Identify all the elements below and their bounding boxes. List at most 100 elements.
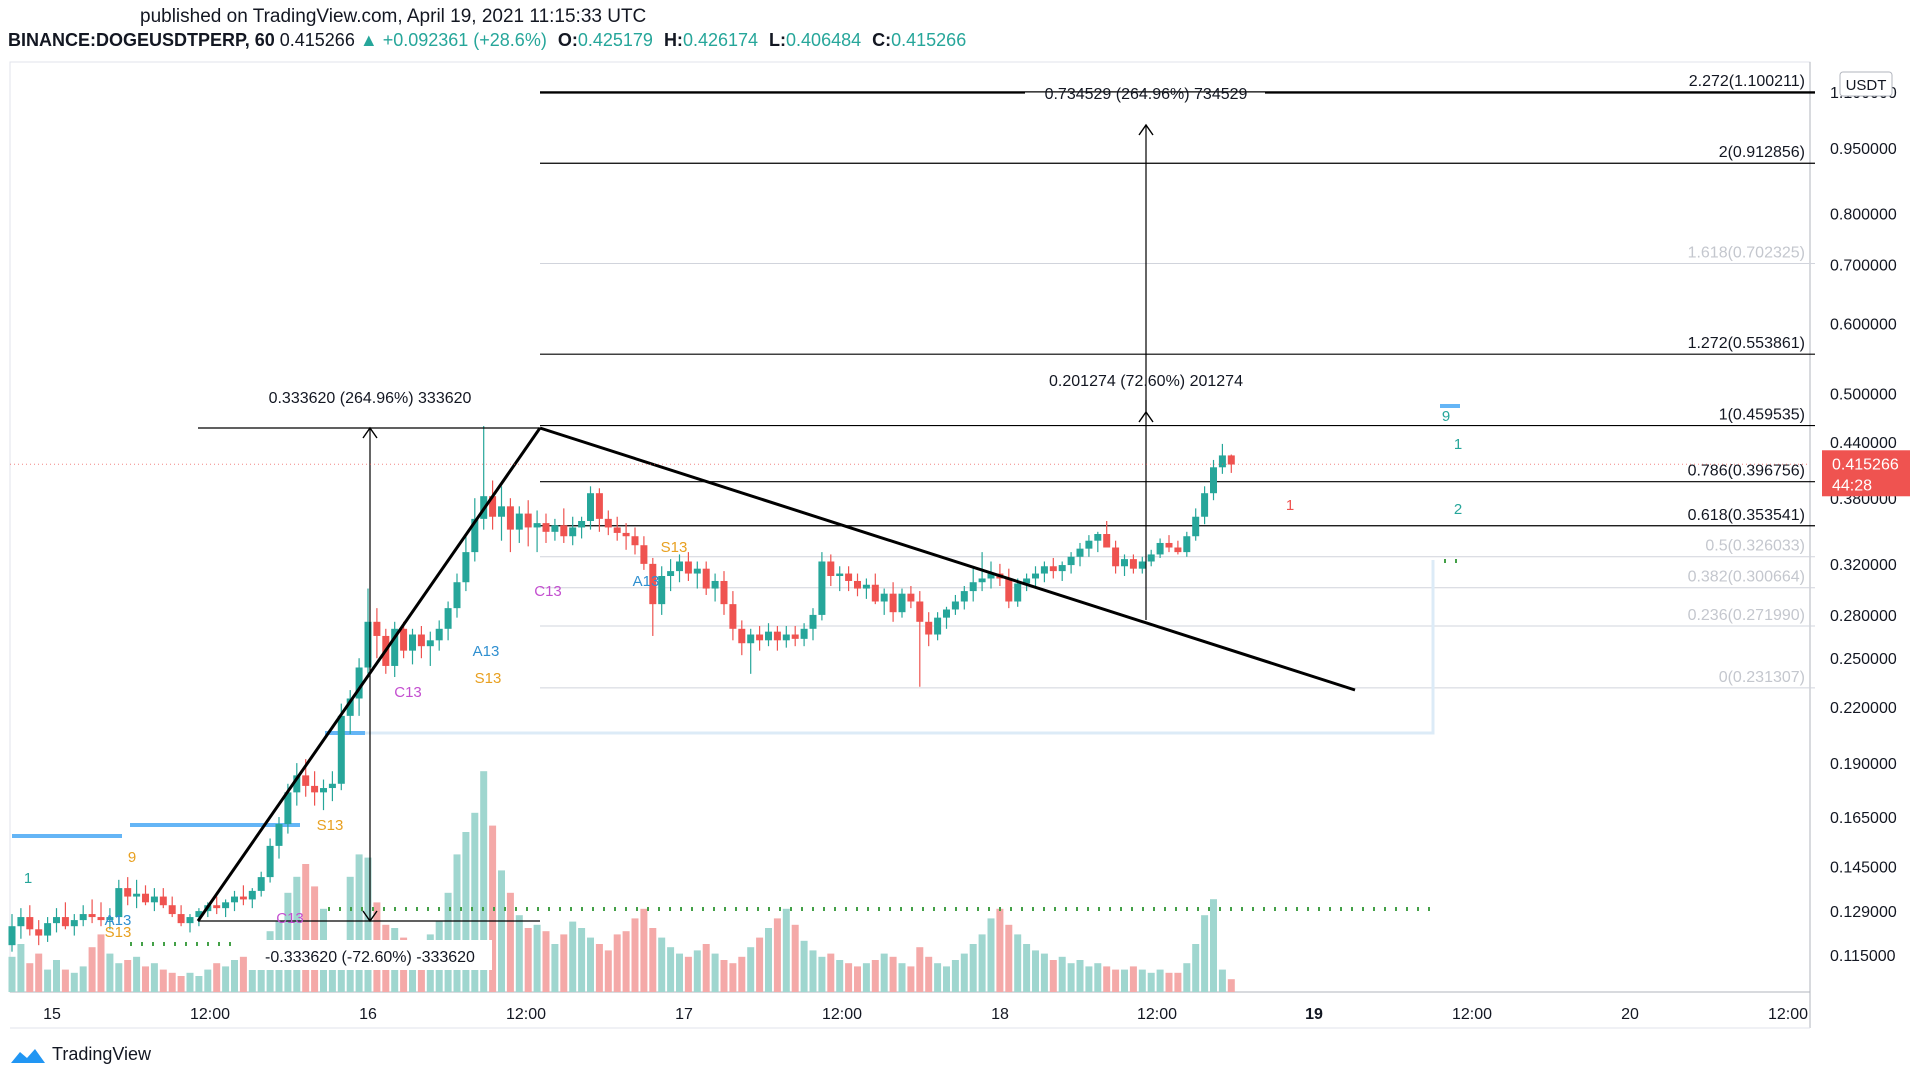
candle-body[interactable]	[8, 926, 16, 946]
candle-body[interactable]	[1040, 566, 1048, 574]
candle-body[interactable]	[1085, 540, 1093, 549]
candle-body[interactable]	[1112, 547, 1120, 567]
candle-body[interactable]	[373, 621, 381, 636]
candle-body[interactable]	[542, 523, 550, 532]
candle-body[interactable]	[1174, 547, 1182, 553]
candle-body[interactable]	[693, 568, 701, 574]
candle-body[interactable]	[791, 634, 799, 639]
candle-body[interactable]	[836, 573, 844, 577]
candle-body[interactable]	[934, 617, 942, 635]
candle-body[interactable]	[364, 621, 372, 668]
currency-badge[interactable]	[1839, 71, 1893, 97]
candle-body[interactable]	[97, 917, 105, 921]
candle-body[interactable]	[115, 888, 123, 918]
candle-body[interactable]	[969, 582, 977, 592]
candle-body[interactable]	[355, 667, 363, 699]
plot-area[interactable]	[9, 61, 1811, 993]
candle-body[interactable]	[1067, 556, 1075, 566]
price-axis[interactable]: 0.950000 0.800000 0.700000 0.600000 0.500000…	[1830, 71, 1897, 965]
candle-body[interactable]	[871, 584, 879, 602]
candle-body[interactable]	[328, 783, 336, 789]
candle-body[interactable]	[124, 888, 132, 897]
candle-body[interactable]	[1147, 554, 1155, 562]
candle-body[interactable]	[177, 914, 185, 924]
candle-body[interactable]	[61, 917, 69, 927]
candle-body[interactable]	[302, 775, 310, 786]
candle-body[interactable]	[444, 608, 452, 629]
candle-body[interactable]	[346, 698, 354, 716]
candle-body[interactable]	[854, 580, 861, 589]
candle-body[interactable]	[213, 905, 221, 909]
candle-body[interactable]	[150, 896, 158, 903]
candle-body[interactable]	[702, 568, 710, 589]
candle-body[interactable]	[44, 923, 52, 936]
candle-body[interactable]	[1049, 566, 1057, 572]
candle-body[interactable]	[186, 917, 194, 924]
candle-body[interactable]	[1201, 493, 1209, 517]
candle-body[interactable]	[275, 824, 283, 846]
candles[interactable]	[8, 426, 1235, 952]
candle-body[interactable]	[284, 792, 292, 825]
candle-body[interactable]	[337, 715, 345, 784]
candle-body[interactable]	[515, 513, 523, 530]
candle-body[interactable]	[1094, 534, 1102, 541]
candle-body[interactable]	[133, 893, 141, 897]
candle-body[interactable]	[916, 601, 924, 622]
candle-body[interactable]	[1183, 536, 1191, 553]
candle-body[interactable]	[898, 593, 906, 613]
candle-body[interactable]	[1165, 542, 1173, 548]
candle-body[interactable]	[35, 929, 43, 936]
candle-body[interactable]	[248, 890, 256, 900]
candle-body[interactable]	[159, 896, 167, 906]
candle-body[interactable]	[782, 634, 790, 641]
candle-body[interactable]	[231, 896, 238, 903]
candle-body[interactable]	[17, 917, 25, 927]
candle-body[interactable]	[773, 631, 781, 641]
candle-body[interactable]	[667, 571, 675, 577]
candle-body[interactable]	[1227, 455, 1235, 465]
candle-body[interactable]	[800, 628, 808, 639]
candle-body[interactable]	[595, 493, 603, 519]
candle-body[interactable]	[533, 523, 541, 528]
candle-body[interactable]	[951, 601, 959, 610]
candle-body[interactable]	[1156, 542, 1164, 555]
candle-body[interactable]	[498, 506, 505, 517]
drawings[interactable]: 0.333620 (264.96%) 333620 -0.333620 (-72.…	[196, 86, 1815, 970]
candle-body[interactable]	[1121, 559, 1128, 567]
candle-body[interactable]	[409, 634, 416, 651]
candle-body[interactable]	[311, 785, 319, 793]
candle-body[interactable]	[711, 580, 719, 589]
candle-body[interactable]	[1032, 573, 1039, 579]
candle-body[interactable]	[1005, 578, 1013, 602]
candle-body[interactable]	[622, 532, 630, 537]
candle-body[interactable]	[320, 788, 327, 793]
candle-body[interactable]	[720, 580, 728, 605]
tradingview-logo[interactable]: TradingView	[10, 1044, 151, 1065]
candle-body[interactable]	[1014, 583, 1022, 602]
pole-trend-line[interactable]	[196, 427, 542, 922]
candle-body[interactable]	[426, 640, 434, 647]
candle-body[interactable]	[649, 563, 657, 605]
candle-body[interactable]	[978, 578, 986, 583]
candle-body[interactable]	[587, 493, 594, 521]
candle-body[interactable]	[1138, 561, 1146, 569]
candle-body[interactable]	[729, 604, 737, 629]
candle-body[interactable]	[471, 518, 479, 553]
candle-body[interactable]	[293, 775, 301, 793]
candle-body[interactable]	[1218, 455, 1226, 468]
candle-body[interactable]	[925, 621, 933, 635]
candle-body[interactable]	[26, 917, 34, 930]
candle-body[interactable]	[943, 609, 950, 618]
candle-body[interactable]	[435, 628, 443, 641]
candle-body[interactable]	[756, 634, 764, 641]
candle-body[interactable]	[747, 634, 755, 644]
candle-body[interactable]	[1076, 548, 1084, 557]
candle-body[interactable]	[1023, 578, 1031, 584]
candle-body[interactable]	[862, 584, 870, 589]
candle-body[interactable]	[613, 527, 621, 533]
descending-trend-line[interactable]	[539, 426, 1356, 692]
candle-body[interactable]	[506, 506, 514, 530]
candle-body[interactable]	[400, 628, 408, 651]
candle-body[interactable]	[1210, 467, 1217, 494]
